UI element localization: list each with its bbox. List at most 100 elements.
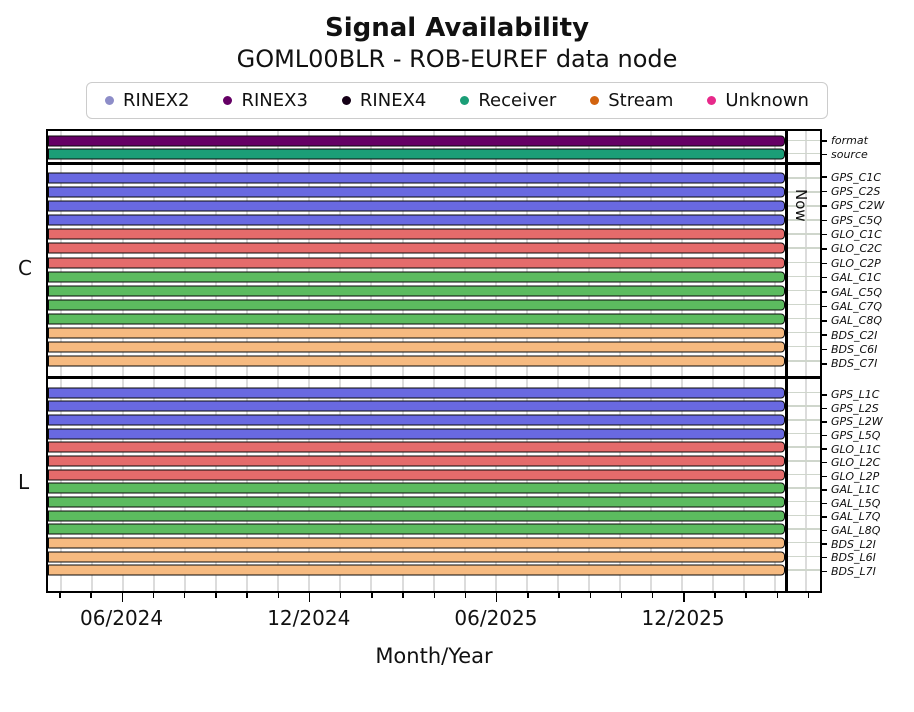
right-label-row: GLO_C1C [822,227,914,241]
group-label-c: C [18,256,32,280]
signal-row [48,386,820,400]
x-tick [651,593,654,598]
right-label-band-C: GPS_C1C GPS_C2S GPS_C2W GPS_C5Q GLO_C1C GLO_C… [822,163,914,380]
right-label-row: GPS_C2S [822,184,914,198]
right-label-row: GLO_L2C [822,456,914,470]
band-L [48,379,820,591]
right-tick [822,190,827,193]
signal-label: BDS_L6I [831,551,876,565]
right-label-row: GPS_L2W [822,415,914,429]
right-label-row: GAL_C7Q [822,299,914,313]
now-line [785,131,789,591]
right-label-row: GLO_C2P [822,256,914,270]
x-tick [683,593,685,602]
right-tick [822,334,827,336]
signal-label: GAL_L1C [831,483,880,497]
x-axis-title: Month/Year [375,644,493,668]
right-label-row: GAL_C8Q [822,314,914,328]
signal-label: BDS_C6I [831,342,878,356]
right-label-row: GAL_L8Q [822,524,914,538]
now-label: Now [791,189,810,222]
right-tick [822,176,827,178]
signal-row [48,441,820,455]
legend-item: RINEX2 [105,90,189,111]
availability-bar [48,242,786,254]
signal-label: GLO_L2C [831,456,881,470]
signal-row [48,427,820,441]
band-C [48,165,820,379]
right-label-row: GPS_C5Q [822,213,914,227]
right-label-row: BDS_L7I [822,565,914,579]
legend-dot-icon [223,96,233,105]
chart-subtitle: GOML00BLR - ROB-EUREF data node [236,45,678,73]
legend-dot-icon [707,96,717,105]
right-label-row: BDS_C2I [822,328,914,342]
right-tick [822,394,827,396]
signal-label: GAL_L5Q [831,496,881,510]
x-tick-label: 06/2024 [80,606,164,630]
right-tick [822,348,827,351]
group-label-l: L [18,470,30,494]
legend-item-label: Unknown [725,90,809,111]
right-axis-labels: format source GPS_C1C GPS_C2S GPS_C2W GPS_C5Q… [822,129,914,593]
right-label-row: GAL_L5Q [822,497,914,511]
availability-bar [48,469,786,481]
right-tick [822,529,827,532]
availability-bar [48,148,786,159]
right-label-row: GAL_C5Q [822,285,914,299]
legend-item: RINEX3 [223,90,308,111]
right-label-band-L: GPS_L1C GPS_L2S GPS_L2W GPS_L5Q GLO_L1C GLO_L… [822,380,914,593]
signal-row [48,134,820,147]
legend-item-label: RINEX2 [123,90,190,111]
x-tick [308,593,311,602]
availability-bar [48,400,786,412]
right-label-row: GLO_C2C [822,242,914,256]
right-label-band-format-source: format source [822,129,914,163]
right-tick [822,320,827,322]
x-tick [277,593,280,598]
right-label-row: BDS_C6I [822,342,914,356]
right-tick [822,219,827,221]
signal-label: GAL_C7Q [831,299,883,313]
right-tick [822,205,827,207]
right-tick [822,448,827,450]
availability-bar [48,441,786,453]
right-label-row: GPS_C1C [822,170,914,184]
signal-label: source [831,147,868,161]
availability-bar [48,482,786,494]
signal-label: GAL_C5Q [831,285,883,299]
signal-row [48,298,820,312]
right-label-row: BDS_L2I [822,537,914,551]
signal-row [48,354,820,368]
legend-item-label: RINEX3 [241,90,308,111]
signal-row [48,270,820,284]
availability-bar [48,455,786,467]
availability-bar [48,285,786,297]
right-tick [822,291,827,293]
signal-row [48,284,820,298]
legend-item: Receiver [460,90,556,111]
signal-row [48,213,820,227]
availability-bar [48,496,786,508]
availability-bar [48,428,786,440]
right-label-row: GLO_L1C [822,442,914,456]
x-tick [495,593,498,602]
availability-bar [48,271,786,283]
signal-label: GPS_L2S [831,401,879,415]
signal-label: GAL_L8Q [831,524,881,538]
legend-item: RINEX4 [341,90,426,111]
availability-bar [48,537,786,549]
signal-row [48,255,820,269]
availability-bar [48,510,786,522]
x-tick [339,593,342,598]
signal-row [48,326,820,340]
signal-row [48,522,820,536]
right-tick [822,233,827,236]
legend-item: Unknown [707,90,809,111]
signal-label: GPS_C5Q [831,213,882,227]
signal-label: GAL_L7Q [831,510,881,524]
signal-row [48,147,820,160]
legend-item-label: Stream [608,90,674,111]
signal-row [48,536,820,550]
signal-label: BDS_C7I [831,357,878,371]
